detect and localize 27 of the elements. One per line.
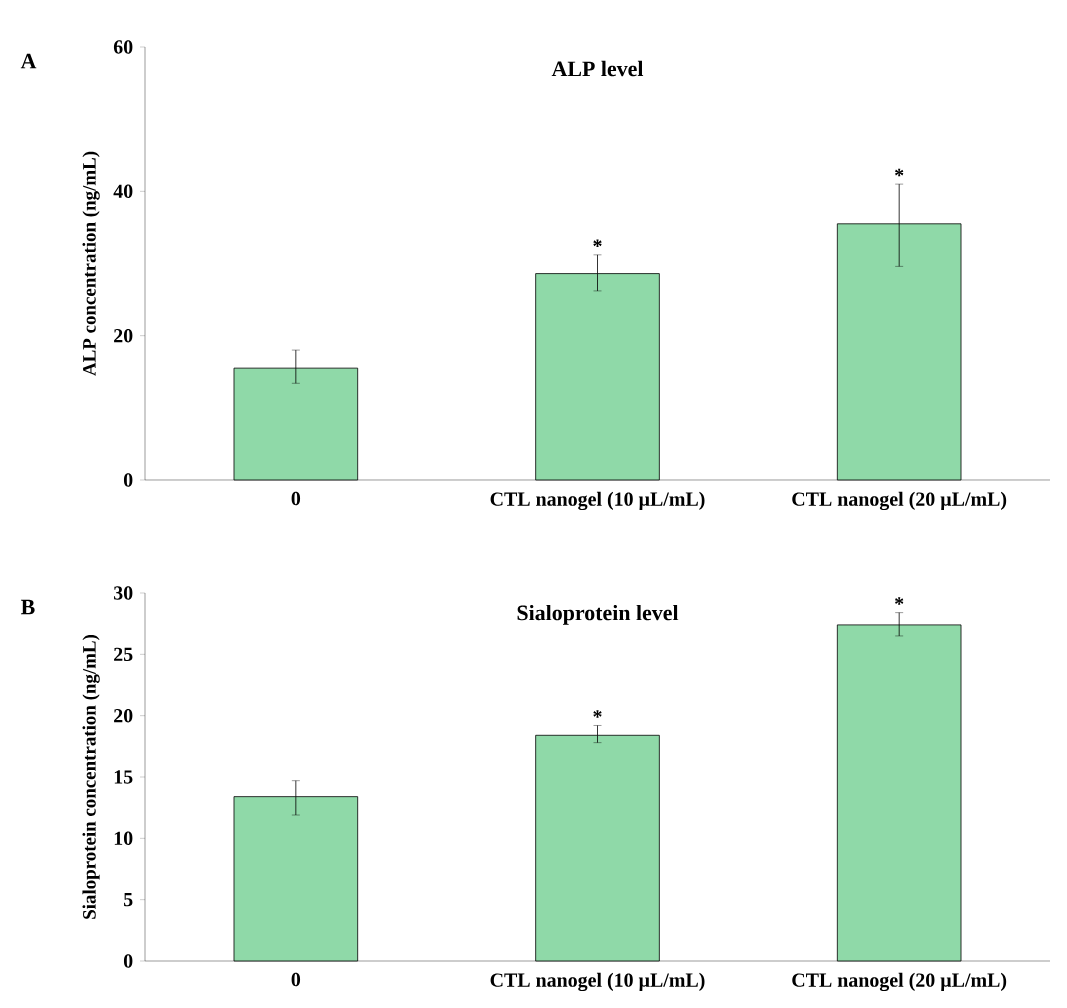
x-tick-label: CTL nanogel (10 µL/mL) xyxy=(490,972,705,992)
chart-title: ALP level xyxy=(551,60,644,77)
annotation: * xyxy=(895,168,904,177)
x-tick-label: 0 xyxy=(291,491,301,506)
text: A xyxy=(20,53,37,69)
y-tick-label: 60 xyxy=(113,40,133,54)
y-tick-label: 0 xyxy=(123,473,133,487)
y-tick-label: 0 xyxy=(123,954,133,968)
x-tick-label: CTL nanogel (20 µL/mL) xyxy=(792,491,1007,511)
y-tick-label: 15 xyxy=(114,770,133,784)
chart-title: Sialoprotein level xyxy=(517,604,679,625)
annotation: * xyxy=(593,239,602,248)
y-tick-label: 5 xyxy=(123,893,133,907)
x-tick-label: CTL nanogel (20 µL/mL) xyxy=(792,972,1007,992)
x-tick-label: CTL nanogel (10 µL/mL) xyxy=(490,491,705,511)
y-tick-label: 20 xyxy=(114,708,133,723)
x-tick-label: 0 xyxy=(291,972,301,987)
y-axis-title: Sialoprotein concentration (ng/mL) xyxy=(82,635,100,919)
annotation: * xyxy=(895,597,904,605)
y-tick-label: 10 xyxy=(114,831,133,846)
y-tick-label: 30 xyxy=(113,586,133,600)
annotation: * xyxy=(593,710,602,718)
y-tick-label: 20 xyxy=(114,328,133,343)
y-tick-label: 25 xyxy=(114,647,133,662)
text: B xyxy=(20,599,35,615)
y-axis-title: ALP concentration (ng/mL) xyxy=(82,151,100,376)
y-tick-label: 40 xyxy=(113,184,133,199)
